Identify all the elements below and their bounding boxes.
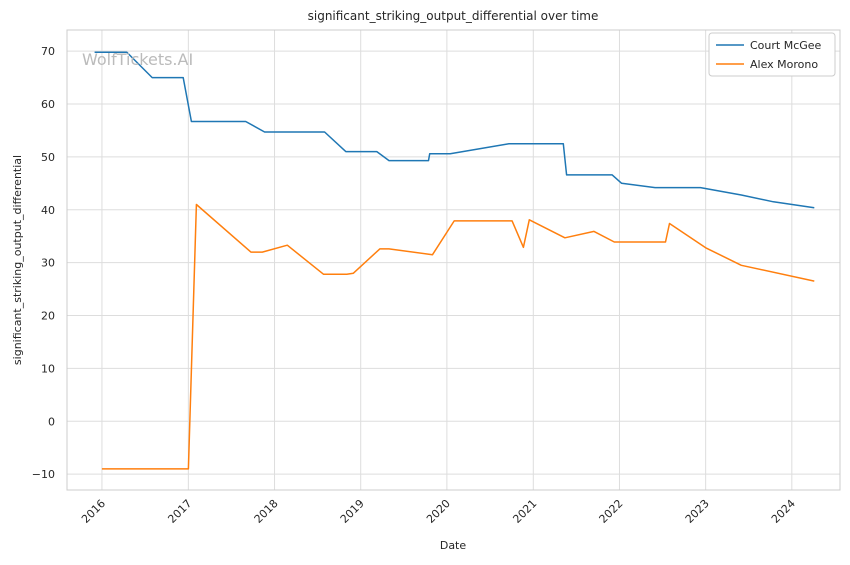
y-tick-label: 40 [41, 204, 55, 217]
y-tick-label: 0 [48, 415, 55, 428]
gridlines [67, 30, 840, 490]
y-tick-label: 60 [41, 98, 55, 111]
series-lines [94, 51, 815, 470]
y-tick-label: −10 [32, 468, 55, 481]
y-tick-label: 10 [41, 362, 55, 375]
y-axis-label: significant_striking_output_differential [11, 155, 24, 365]
y-axis-ticks: −10 0 10 20 30 40 50 60 70 [32, 45, 55, 481]
y-tick-label: 70 [41, 45, 55, 58]
y-tick-label: 50 [41, 151, 55, 164]
chart-title: significant_striking_output_differential… [308, 9, 599, 23]
y-tick-label: 30 [41, 257, 55, 270]
y-tick-label: 20 [41, 310, 55, 323]
legend-label-alex-morono: Alex Morono [750, 58, 818, 71]
watermark: WolfTickets.AI [82, 50, 193, 69]
legend-label-court-mcgee: Court McGee [750, 39, 822, 52]
series-line-court-mcgee [94, 51, 815, 209]
legend-box [708, 32, 836, 77]
x-axis-label: Date [440, 539, 467, 552]
plot-area-frame [66, 29, 841, 491]
legend: Court McGee Alex Morono [708, 32, 836, 77]
series-line-alex-morono [101, 203, 815, 470]
